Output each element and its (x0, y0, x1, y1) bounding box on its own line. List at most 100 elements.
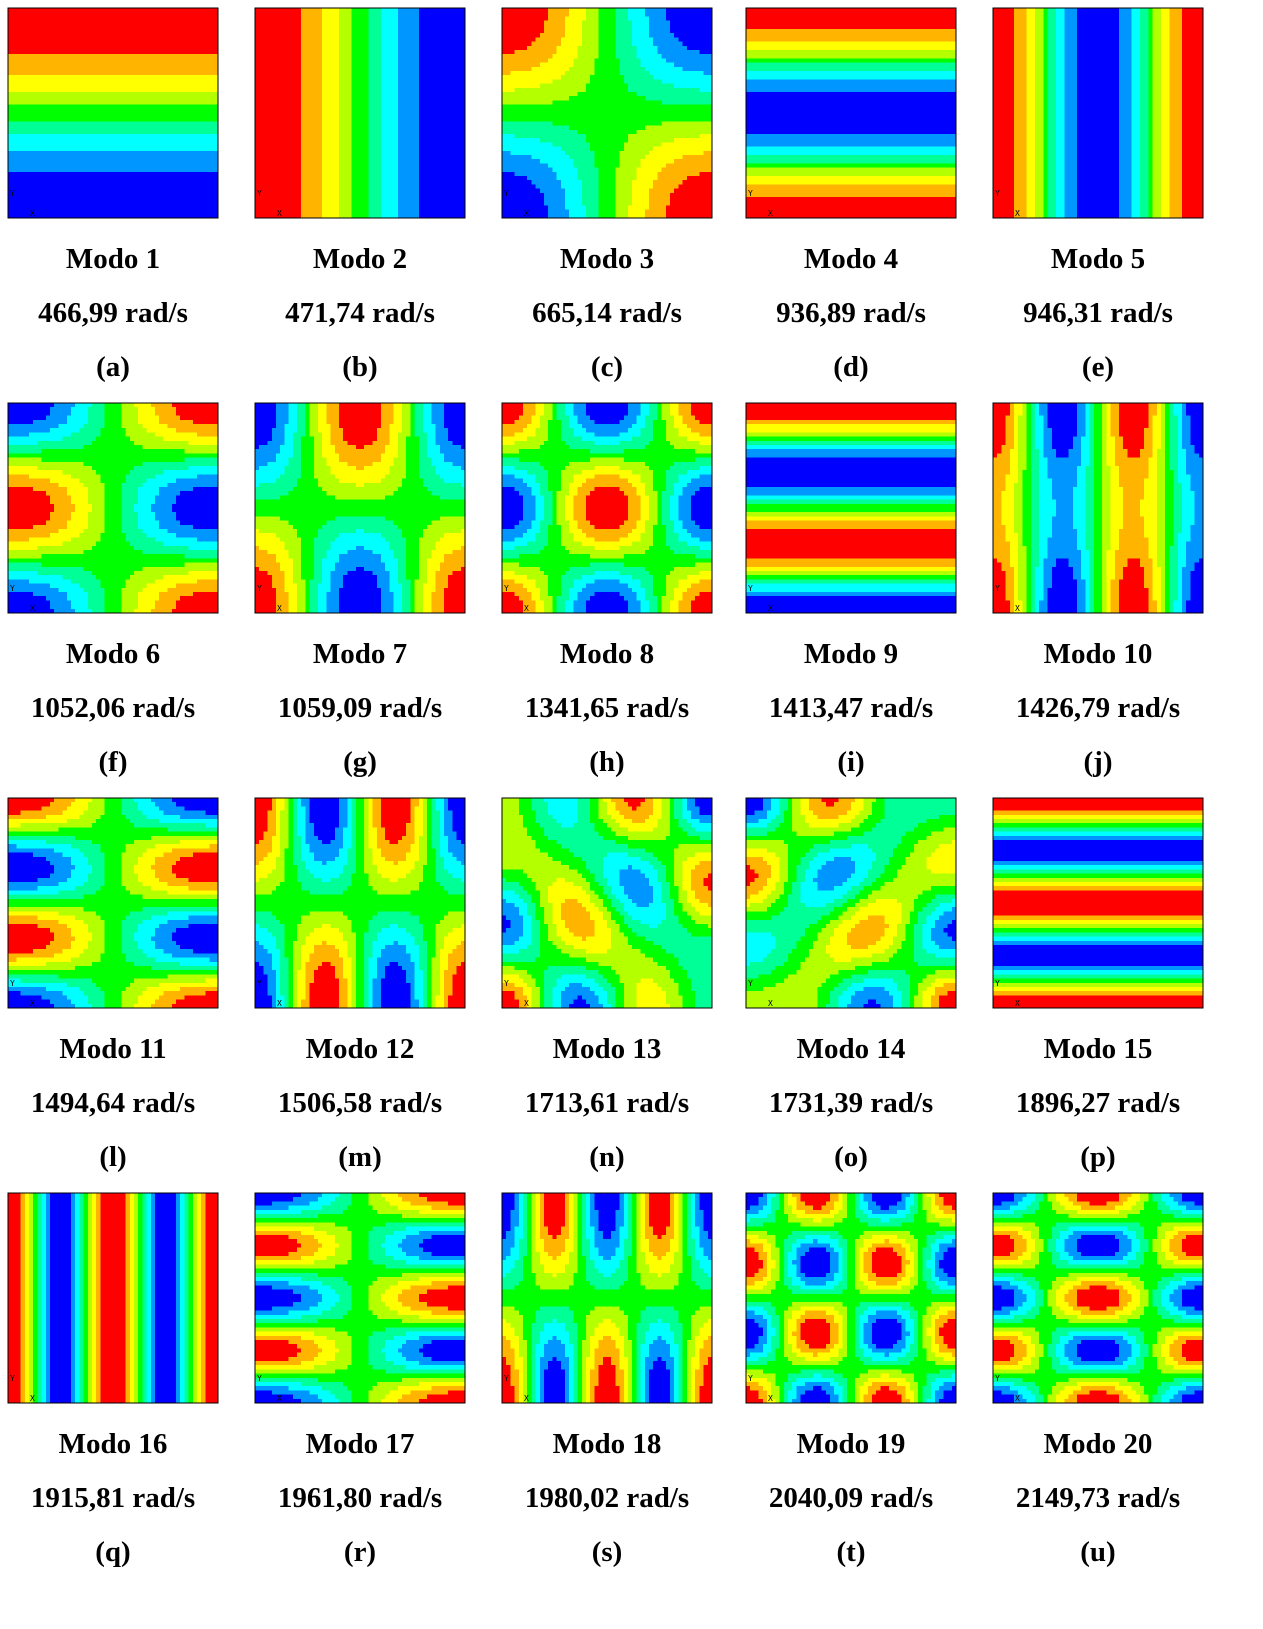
contour-cell (1014, 87, 1028, 93)
contour-cell (691, 407, 713, 412)
contour-cell (1018, 453, 1028, 459)
contour-cell (628, 512, 642, 517)
contour-cell (1005, 432, 1015, 438)
contour-cell (104, 940, 122, 946)
contour-cell (121, 932, 135, 938)
contour-cell (1043, 16, 1049, 22)
contour-cell (686, 470, 713, 475)
contour-cell (418, 92, 466, 97)
contour-cell (665, 537, 679, 543)
contour-cell (146, 848, 173, 854)
contour-cell (619, 579, 642, 585)
triad-x-label: X (30, 604, 35, 613)
contour-cell (1182, 58, 1204, 64)
contour-cell (1106, 596, 1112, 601)
contour-cell (1064, 41, 1078, 47)
contour-cell (381, 814, 411, 820)
contour-cell (276, 587, 285, 593)
contour-cell (322, 180, 340, 185)
contour-cell (406, 445, 420, 450)
contour-cell (1161, 134, 1170, 139)
contour-cell (1152, 113, 1162, 118)
contour-cell (1014, 45, 1028, 51)
contour-cell (746, 167, 957, 173)
contour-cell (993, 163, 1015, 169)
contour-cell (1039, 466, 1049, 471)
contour-cell (444, 424, 466, 429)
contour-cell (129, 575, 164, 580)
contour-cell (121, 928, 139, 933)
contour-cell (1093, 516, 1103, 522)
contour-cell (1102, 478, 1112, 484)
contour-cell (381, 83, 399, 89)
contour-cell (414, 415, 424, 421)
contour-cell (1093, 419, 1103, 425)
contour-cell (339, 146, 353, 152)
contour-cell (79, 533, 101, 538)
contour-cell (8, 890, 59, 896)
contour-cell (288, 592, 298, 597)
contour-cell (1056, 33, 1065, 38)
contour-cell (439, 814, 445, 820)
contour-cell (288, 520, 327, 526)
contour-cell (993, 592, 1007, 597)
contour-cell (644, 529, 654, 534)
contour-cell (326, 403, 340, 408)
contour-cell (670, 29, 713, 34)
contour-cell (376, 432, 390, 438)
contour-cell (1177, 537, 1191, 543)
contour-cell (665, 436, 688, 442)
contour-cell (1131, 167, 1141, 173)
contour-cell (87, 600, 106, 606)
contour-cell (993, 129, 1015, 135)
contour-cell (368, 16, 382, 22)
contour-cell (1148, 209, 1154, 215)
contour-cell (1056, 453, 1070, 459)
contour-cell (1169, 411, 1175, 417)
contour-cell (267, 810, 277, 816)
contour-cell (1119, 155, 1133, 160)
contour-cell (71, 856, 89, 862)
contour-cell (351, 92, 369, 97)
contour-cell (573, 583, 587, 589)
contour-cell (104, 529, 122, 534)
contour-cell (1140, 503, 1158, 509)
contour-cell (1085, 583, 1091, 589)
contour-cell (58, 890, 97, 896)
contour-cell (573, 163, 595, 169)
contour-cell (1186, 604, 1204, 610)
contour-cell (184, 554, 219, 559)
contour-cell (1047, 138, 1057, 143)
contour-cell (746, 209, 957, 215)
contour-cell (993, 566, 1002, 572)
contour-cell (993, 466, 1011, 471)
contour-cell (1119, 117, 1133, 122)
contour-cell (502, 478, 524, 484)
contour-cell (653, 537, 667, 543)
contour-cell (1035, 428, 1044, 433)
contour-cell (1119, 482, 1145, 488)
contour-cell (1173, 491, 1183, 496)
contour-cell (1131, 104, 1141, 110)
contour-cell (1161, 592, 1166, 597)
contour-cell (1030, 554, 1040, 559)
contour-cell (746, 197, 957, 202)
contour-cell (155, 495, 177, 501)
contour-cell (1165, 436, 1170, 442)
contour-cell (1018, 440, 1028, 446)
contour-cell (657, 508, 663, 513)
contour-cell (125, 583, 148, 589)
contour-cell (581, 37, 600, 43)
contour-cell (75, 966, 152, 971)
mode-frequency: 1413,47 rad/s (769, 692, 933, 724)
contour-cell (1177, 419, 1183, 425)
contour-cell (1169, 155, 1183, 160)
contour-cell (423, 407, 432, 412)
contour-cell (1093, 436, 1103, 442)
contour-cell (619, 66, 646, 72)
contour-cell (1119, 62, 1133, 68)
contour-cell (444, 798, 449, 803)
contour-cell (746, 596, 957, 601)
contour-cell (8, 991, 22, 996)
contour-cell (615, 205, 629, 211)
